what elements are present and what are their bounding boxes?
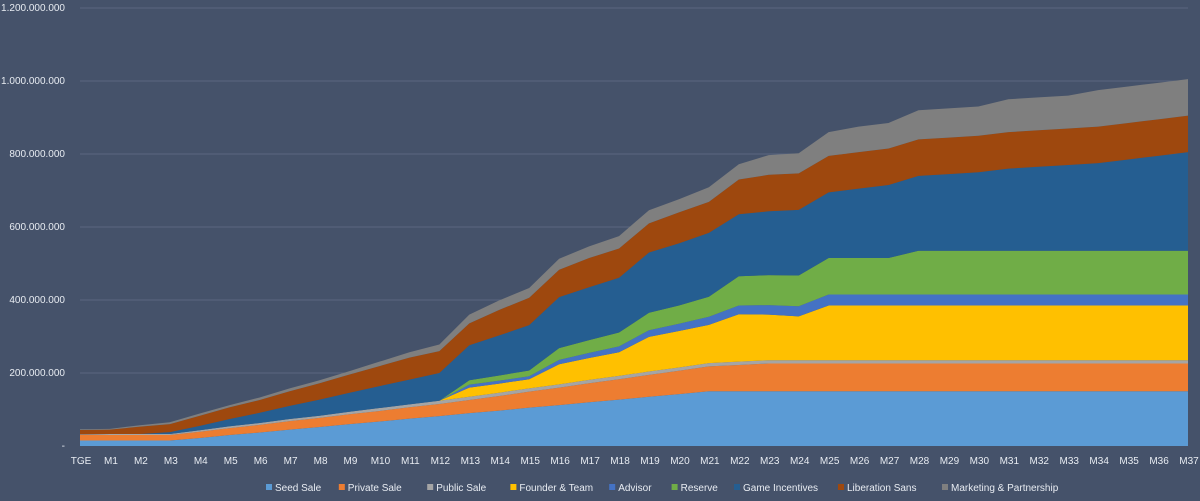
x-tick-label: M1 [104, 456, 118, 467]
x-tick-label: M2 [134, 456, 148, 467]
x-tick-label: M8 [314, 456, 328, 467]
x-tick-label: M7 [284, 456, 298, 467]
legend-swatch [838, 484, 844, 490]
y-tick-label: - [62, 441, 65, 452]
legend: Seed Sale Private Sale Public Sale Founder … [266, 483, 1059, 494]
y-tick-label: 800.000.000 [9, 149, 65, 160]
legend-label: Advisor [618, 483, 652, 494]
x-tick-label: M37 [1179, 456, 1199, 467]
x-axis: TGE M1 M2 M3 M4 M5 M6 M7 M8 M9 M10 M11 M12 M13 M14 M15 M… [71, 456, 1199, 467]
x-tick-label: M15 [520, 456, 540, 467]
x-tick-label: M11 [401, 456, 420, 467]
x-tick-label: M36 [1149, 456, 1169, 467]
x-tick-label: M26 [850, 456, 870, 467]
x-tick-label: M20 [670, 456, 690, 467]
x-tick-label: M14 [491, 456, 511, 467]
x-tick-label: M16 [550, 456, 570, 467]
x-tick-label: M18 [610, 456, 630, 467]
series-area-reserve [80, 250, 1188, 435]
x-tick-label: M22 [730, 456, 750, 467]
legend-label: Private Sale [348, 483, 402, 494]
legend-label: Game Incentives [743, 483, 818, 494]
x-tick-label: M6 [254, 456, 268, 467]
x-tick-label: M30 [970, 456, 990, 467]
x-tick-label: M5 [224, 456, 238, 467]
legend-swatch [671, 484, 678, 490]
y-tick-label: 400.000.000 [9, 295, 65, 306]
legend-label: Seed Sale [275, 483, 322, 494]
legend-label: Marketing & Partnership [951, 483, 1059, 494]
x-tick-label: M3 [164, 456, 178, 467]
series-area-public-sale [80, 360, 1188, 436]
x-tick-label: M25 [820, 456, 840, 467]
legend-swatch [510, 484, 517, 490]
x-tick-label: M27 [880, 456, 900, 467]
y-tick-label: 1.200.000.000 [1, 3, 65, 14]
x-tick-label: M19 [640, 456, 660, 467]
legend-swatch [266, 484, 272, 490]
x-tick-label: M33 [1059, 456, 1079, 467]
x-tick-label: M28 [910, 456, 930, 467]
legend-swatch [734, 484, 740, 490]
x-tick-label: M31 [1000, 456, 1020, 467]
y-tick-label: 1.000.000.000 [1, 76, 65, 87]
legend-label: Founder & Team [519, 483, 593, 494]
x-tick-label: M21 [700, 456, 720, 467]
series-area-seed-sale [80, 391, 1188, 446]
legend-label: Reserve [681, 483, 719, 494]
series-area-liberation-sans [80, 115, 1188, 435]
legend-swatch [338, 484, 345, 490]
x-tick-label: M9 [344, 456, 358, 467]
x-tick-label: M17 [580, 456, 600, 467]
legend-swatch [942, 484, 948, 490]
y-axis: - 200.000.000 400.000.000 600.000.000 800.00… [1, 3, 65, 452]
legend-label: Liberation Sans [847, 483, 917, 494]
x-tick-label: M35 [1119, 456, 1139, 467]
series-area-private-sale [80, 363, 1188, 441]
legend-label: Public Sale [436, 483, 486, 494]
x-tick-label: M13 [461, 456, 481, 467]
x-tick-label: M34 [1089, 456, 1109, 467]
series-area-founder-team [80, 305, 1188, 435]
legend-swatch [609, 484, 616, 490]
y-tick-label: 600.000.000 [9, 222, 65, 233]
area-layer [80, 79, 1188, 446]
series-area-marketing-partnership [80, 79, 1188, 430]
x-tick-label: M29 [940, 456, 960, 467]
x-tick-label: M12 [431, 456, 451, 467]
x-tick-label: M23 [760, 456, 780, 467]
series-area-game-incentives [80, 152, 1188, 435]
y-tick-label: 200.000.000 [9, 368, 65, 379]
x-tick-label: M32 [1030, 456, 1050, 467]
x-tick-label: M10 [371, 456, 391, 467]
x-tick-label: M24 [790, 456, 810, 467]
x-tick-label: TGE [71, 456, 92, 467]
x-tick-label: M4 [194, 456, 208, 467]
legend-swatch [427, 484, 434, 490]
